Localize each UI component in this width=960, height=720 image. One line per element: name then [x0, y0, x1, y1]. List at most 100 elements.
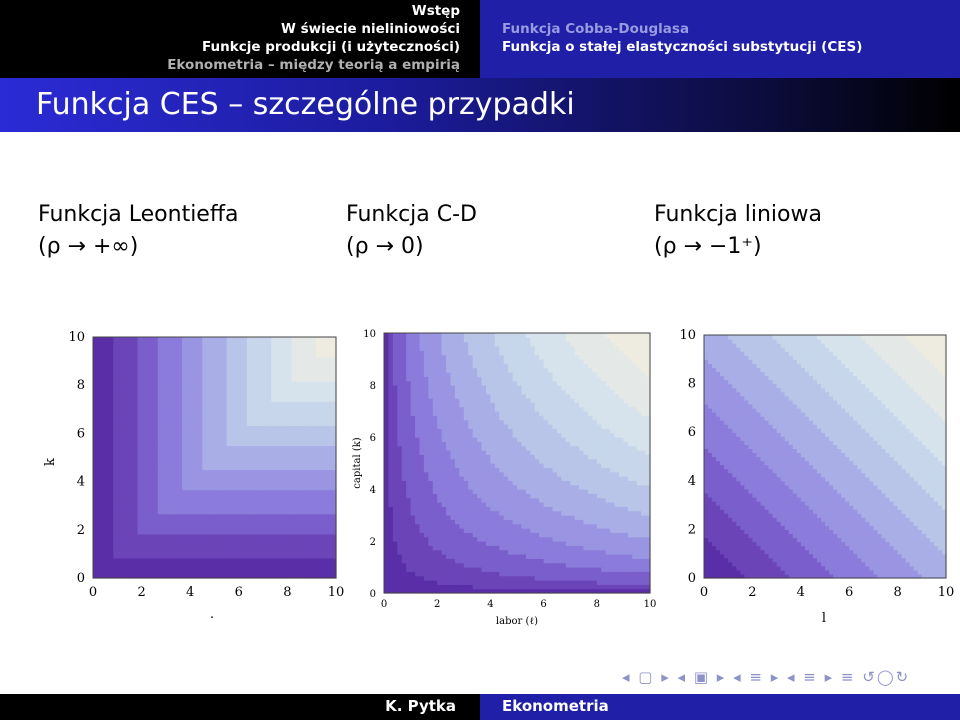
- contour-cell: [450, 536, 456, 542]
- contour-cell: [410, 376, 416, 382]
- contour-cell: [299, 469, 305, 475]
- contour-cell: [459, 341, 465, 347]
- contour-cell: [121, 485, 126, 491]
- contour-cell: [218, 409, 224, 414]
- contour-cell: [178, 521, 183, 527]
- contour-cell: [259, 409, 264, 414]
- nav-section-econometrics[interactable]: Ekonometria – między teorią a empirią: [167, 57, 460, 73]
- contour-cell: [169, 433, 175, 439]
- contour-cell: [291, 565, 297, 571]
- contour-cell: [392, 510, 398, 516]
- contour-cell: [441, 515, 447, 520]
- contour-cell: [446, 484, 452, 490]
- contour-cell: [129, 389, 135, 394]
- contour-cell: [129, 553, 135, 559]
- contour-cell: [242, 357, 248, 362]
- contour-cell: [415, 363, 421, 369]
- contour-cell: [299, 533, 305, 539]
- contour-cell: [299, 373, 305, 378]
- contour-cell: [468, 536, 474, 542]
- contour-cell: [299, 365, 305, 370]
- contour-cell: [153, 385, 159, 390]
- contour-cell: [165, 545, 171, 551]
- nav-section-nonlinear[interactable]: W świecie nieliniowości: [281, 21, 460, 37]
- contour-cell: [303, 493, 309, 499]
- contour-cell: [468, 337, 474, 343]
- contour-cell: [238, 369, 244, 374]
- contour-cell: [275, 381, 280, 386]
- contour-cell: [149, 517, 155, 523]
- contour-cell: [423, 393, 429, 399]
- nav-section-intro[interactable]: Wstęp: [411, 3, 460, 19]
- contour-cell: [303, 381, 309, 386]
- contour-cell: [437, 575, 443, 581]
- contour-cell: [397, 454, 403, 460]
- contour-cell: [437, 467, 443, 473]
- contour-cell: [419, 350, 425, 356]
- contour-cell: [157, 481, 163, 487]
- contour-cell: [303, 341, 309, 346]
- x-tick-label: 10: [328, 585, 345, 600]
- contour-cell: [190, 493, 195, 499]
- contour-cell: [454, 588, 460, 594]
- contour-cell: [250, 341, 256, 346]
- contour-cell: [263, 449, 268, 455]
- contour-cell: [468, 484, 474, 490]
- contour-cell: [423, 480, 429, 486]
- contour-cell: [287, 501, 293, 507]
- contour-cell: [242, 449, 248, 455]
- contour-cell: [113, 409, 118, 414]
- contour-cell: [121, 513, 126, 519]
- contour-cell: [271, 533, 276, 539]
- contour-cell: [202, 405, 207, 410]
- contour-cell: [275, 385, 280, 390]
- contour-cell: [481, 528, 487, 533]
- contour-cell: [210, 465, 216, 471]
- contour-cell: [388, 549, 394, 555]
- contour-cell: [169, 453, 175, 459]
- contour-cell: [415, 441, 421, 447]
- contour-cell: [153, 393, 159, 398]
- contour-cell: [419, 354, 425, 360]
- nav-sub-ces[interactable]: Funkcja o stałej elastyczności substytuc…: [502, 39, 863, 55]
- nav-section-production[interactable]: Funkcje produkcji (i użyteczności): [202, 39, 460, 55]
- contour-cell: [246, 465, 252, 471]
- contour-cell: [432, 584, 438, 590]
- contour-cell: [401, 406, 407, 412]
- contour-cell: [472, 502, 478, 507]
- contour-cell: [406, 406, 412, 412]
- contour-cell: [226, 425, 232, 430]
- contour-cell: [137, 505, 143, 511]
- contour-cell: [279, 485, 284, 491]
- contour-cell: [401, 519, 407, 525]
- contour-cell: [161, 569, 167, 575]
- contour-cell: [169, 569, 175, 575]
- contour-cell: [157, 417, 163, 422]
- contour-cell: [419, 519, 425, 525]
- contour-cell: [101, 421, 106, 426]
- contour-cell: [331, 501, 337, 507]
- contour-cell: [174, 505, 179, 511]
- contour-cell: [97, 341, 102, 346]
- contour-cell: [468, 480, 474, 486]
- contour-cell: [450, 571, 456, 577]
- contour-cell: [283, 481, 288, 487]
- contour-cell: [214, 337, 220, 342]
- contour-cell: [319, 537, 325, 543]
- contour-cell: [186, 365, 191, 370]
- contour-cell: [331, 513, 337, 519]
- contour-cell: [149, 561, 155, 567]
- contour-cell: [250, 397, 256, 402]
- contour-cell: [190, 549, 195, 555]
- contour-cell: [145, 361, 151, 366]
- contour-cell: [169, 357, 175, 362]
- contour-cell: [423, 385, 429, 390]
- contour-cell: [401, 580, 407, 585]
- nav-sub-cobb-douglas[interactable]: Funkcja Cobba-Douglasa: [502, 21, 690, 37]
- contour-cell: [331, 561, 337, 567]
- contour-cell: [279, 545, 284, 551]
- contour-cell: [410, 515, 416, 520]
- contour-cell: [194, 353, 199, 358]
- contour-cell: [410, 532, 416, 538]
- contour-cell: [182, 461, 187, 467]
